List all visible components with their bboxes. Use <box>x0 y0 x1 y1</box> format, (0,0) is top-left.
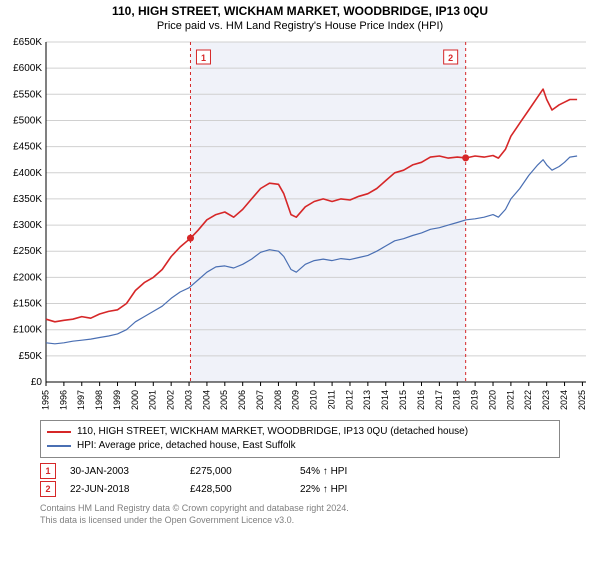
svg-text:2021: 2021 <box>505 390 515 410</box>
svg-text:2004: 2004 <box>201 390 211 410</box>
svg-text:£300K: £300K <box>13 220 42 231</box>
table-row: 2 22-JUN-2018 £428,500 22% ↑ HPI <box>40 480 560 498</box>
footnote-line: This data is licensed under the Open Gov… <box>40 514 560 526</box>
svg-text:£0: £0 <box>31 377 43 388</box>
svg-text:2005: 2005 <box>219 390 229 410</box>
svg-text:2007: 2007 <box>255 390 265 410</box>
sale-delta: 54% ↑ HPI <box>300 466 420 477</box>
svg-text:1999: 1999 <box>112 390 122 410</box>
svg-text:2006: 2006 <box>237 390 247 410</box>
svg-text:2010: 2010 <box>309 390 319 410</box>
svg-text:£350K: £350K <box>13 194 42 205</box>
svg-text:2019: 2019 <box>470 390 480 410</box>
svg-text:2002: 2002 <box>166 390 176 410</box>
svg-text:2014: 2014 <box>380 390 390 410</box>
sales-table: 1 30-JAN-2003 £275,000 54% ↑ HPI 2 22-JU… <box>40 462 560 498</box>
svg-text:2020: 2020 <box>487 390 497 410</box>
svg-text:2012: 2012 <box>344 390 354 410</box>
legend-label-property: 110, HIGH STREET, WICKHAM MARKET, WOODBR… <box>77 425 468 439</box>
sale-date: 22-JUN-2018 <box>70 484 190 495</box>
svg-text:£600K: £600K <box>13 63 42 74</box>
svg-text:£550K: £550K <box>13 89 42 100</box>
svg-text:2016: 2016 <box>416 390 426 410</box>
svg-text:£400K: £400K <box>13 168 42 179</box>
svg-text:2022: 2022 <box>523 390 533 410</box>
legend-label-hpi: HPI: Average price, detached house, East… <box>77 439 296 453</box>
sale-marker-2: 2 <box>40 481 56 497</box>
sale-date: 30-JAN-2003 <box>70 466 190 477</box>
svg-text:2017: 2017 <box>434 390 444 410</box>
price-chart: £0 £50K £100K £150K £200K £250K £300K £350K £400… <box>0 36 600 416</box>
svg-text:2: 2 <box>448 53 453 63</box>
svg-text:2018: 2018 <box>452 390 462 410</box>
svg-text:£450K: £450K <box>13 142 42 153</box>
svg-text:1997: 1997 <box>76 390 86 410</box>
page-subtitle: Price paid vs. HM Land Registry's House … <box>0 20 600 32</box>
svg-text:£650K: £650K <box>13 37 42 48</box>
svg-text:2023: 2023 <box>541 390 551 410</box>
footnote: Contains HM Land Registry data © Crown c… <box>40 502 560 526</box>
svg-text:2000: 2000 <box>130 390 140 410</box>
svg-text:2011: 2011 <box>326 390 336 409</box>
sale-marker-1: 1 <box>40 463 56 479</box>
svg-text:2015: 2015 <box>398 390 408 410</box>
sale-price: £275,000 <box>190 466 300 477</box>
svg-text:2025: 2025 <box>577 390 587 410</box>
svg-text:1998: 1998 <box>94 390 104 410</box>
page-title: 110, HIGH STREET, WICKHAM MARKET, WOODBR… <box>0 4 600 18</box>
svg-text:2013: 2013 <box>362 390 372 410</box>
svg-text:2009: 2009 <box>291 390 301 410</box>
legend-swatch-hpi <box>47 445 71 447</box>
svg-text:2008: 2008 <box>273 390 283 410</box>
svg-text:£250K: £250K <box>13 246 42 257</box>
svg-text:1995: 1995 <box>40 390 50 410</box>
svg-text:£500K: £500K <box>13 115 42 126</box>
svg-text:2001: 2001 <box>148 390 158 410</box>
legend-row-property: 110, HIGH STREET, WICKHAM MARKET, WOODBR… <box>47 425 553 439</box>
svg-text:2024: 2024 <box>559 390 569 410</box>
svg-text:1996: 1996 <box>58 390 68 410</box>
svg-text:£150K: £150K <box>13 299 42 310</box>
svg-text:1: 1 <box>201 53 206 63</box>
table-row: 1 30-JAN-2003 £275,000 54% ↑ HPI <box>40 462 560 480</box>
sale-delta: 22% ↑ HPI <box>300 484 420 495</box>
svg-text:£100K: £100K <box>13 325 42 336</box>
sale-price: £428,500 <box>190 484 300 495</box>
svg-text:£200K: £200K <box>13 272 42 283</box>
svg-text:£50K: £50K <box>19 351 43 362</box>
svg-text:2003: 2003 <box>183 390 193 410</box>
legend: 110, HIGH STREET, WICKHAM MARKET, WOODBR… <box>40 420 560 458</box>
legend-swatch-property <box>47 431 71 433</box>
footnote-line: Contains HM Land Registry data © Crown c… <box>40 502 560 514</box>
legend-row-hpi: HPI: Average price, detached house, East… <box>47 439 553 453</box>
